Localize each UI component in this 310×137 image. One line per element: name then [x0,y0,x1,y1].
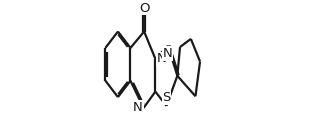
Text: O: O [139,2,149,15]
Text: S: S [162,91,171,104]
Text: N: N [163,47,173,60]
Text: N: N [157,52,166,65]
Text: N: N [133,101,143,114]
